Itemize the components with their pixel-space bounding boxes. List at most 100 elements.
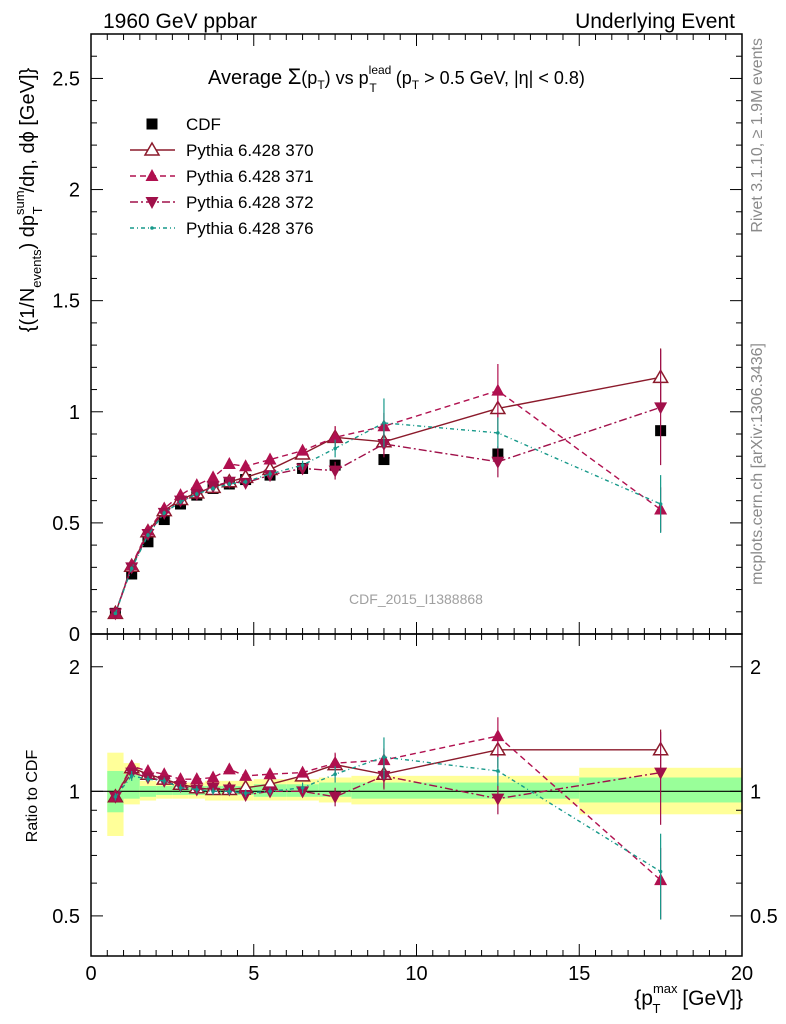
ratio-y-tick-labels: 0.5 0.5 1 1 2 2 (52, 657, 778, 928)
data-point (146, 777, 150, 781)
data-point (491, 383, 505, 396)
data-point (190, 478, 204, 491)
data-point (328, 756, 342, 769)
mcplots-label: mcplots.cern.ch [arXiv:1306.3436] (749, 343, 766, 585)
data-point (178, 785, 183, 790)
legend-marker (145, 197, 159, 209)
ratio-y-tick-label: 1 (69, 781, 80, 803)
x-tick-label: 10 (405, 963, 427, 985)
series-pythia-6-428-376 (113, 398, 663, 616)
x-tick-labels: 0 5 10 15 20 (85, 963, 753, 985)
data-point (211, 789, 215, 794)
data-point (146, 533, 150, 537)
data-point (194, 787, 199, 792)
data-point (227, 482, 232, 486)
main-y-tick-label: 2.5 (52, 68, 80, 90)
main-y-tick-label: 1 (69, 402, 80, 424)
main-y-tick-label: 0 (69, 624, 80, 646)
data-point (162, 511, 167, 515)
main-y-tick-label: 1.5 (52, 291, 80, 313)
data-point (162, 779, 167, 783)
legend-label: CDF (186, 115, 221, 134)
legend-marker (150, 226, 154, 230)
data-point (491, 793, 505, 806)
x-tick-label: 15 (568, 963, 590, 985)
data-point (239, 459, 253, 472)
ratio-y-tick-label-right: 1 (750, 781, 761, 803)
series-pythia-6-428-370 (107, 348, 669, 620)
legend-item: Pythia 6.428 372 (130, 193, 314, 212)
series-line (114, 406, 661, 614)
series-pythia-6-428-376 (113, 737, 663, 920)
data-point (658, 502, 663, 506)
data-point (491, 456, 505, 469)
x-axis-label: {pmax T [GeV]} (634, 981, 743, 1016)
main-series (107, 348, 669, 621)
rivet-label: Rivet 3.1.10, ≥ 1.9M events (749, 38, 766, 233)
data-point (296, 443, 310, 456)
main-y-tick-label: 2 (69, 180, 80, 202)
data-point (333, 772, 337, 777)
data-point (328, 791, 342, 804)
data-point (296, 765, 310, 778)
x-tick-label: 20 (731, 963, 753, 985)
legend-label: Pythia 6.428 370 (186, 141, 314, 160)
plot-frames (90, 33, 743, 957)
analysis-watermark: CDF_2015_I1388868 (349, 591, 483, 607)
header-right: Underlying Event (575, 10, 735, 33)
x-tick-label: 5 (248, 963, 259, 985)
plot-title: Average Σ(pT) vs plead T (pT > 0.5 GeV, |… (208, 63, 585, 95)
legend: CDF Pythia 6.428 370 Pythia 6.428 371 Pythi… (130, 115, 314, 238)
data-point (222, 762, 236, 775)
main-y-axis-label: {(1/Nevents) dpsum T/dη, dϕ [GeV]} (12, 67, 45, 332)
series-line (114, 735, 662, 881)
data-point (268, 789, 272, 794)
data-point (129, 774, 134, 778)
data-point (178, 499, 183, 504)
data-point (222, 457, 236, 469)
data-point (328, 465, 342, 478)
data-point (227, 789, 232, 794)
data-point (263, 767, 277, 780)
legend-marker (146, 118, 158, 130)
green-band-bin (351, 782, 417, 799)
series-line (114, 389, 662, 614)
legend-label: Pythia 6.428 372 (186, 193, 314, 212)
data-point (206, 770, 220, 783)
ratio-y-tick-label-right: 0.5 (750, 906, 778, 928)
data-point (658, 869, 663, 874)
main-y-tick-label: 0.5 (52, 513, 80, 535)
legend-label: Pythia 6.428 371 (186, 167, 314, 186)
legend-item: Pythia 6.428 371 (130, 167, 314, 186)
header-left: 1960 GeV ppbar (103, 10, 257, 33)
legend-marker (143, 141, 161, 156)
data-point (268, 472, 272, 476)
data-point (206, 470, 220, 483)
data-point (113, 795, 118, 799)
data-point (142, 536, 154, 548)
green-band-bin (156, 786, 173, 795)
series-pythia-6-428-371 (108, 717, 668, 920)
ratio-y-axis-label: Ratio to CDF (24, 750, 41, 843)
legend-label: Pythia 6.428 376 (186, 219, 314, 238)
data-point (496, 431, 500, 435)
green-band-bin (123, 774, 140, 799)
ratio-y-tick-label-right: 2 (750, 657, 761, 679)
data-point (263, 452, 277, 465)
legend-item: Pythia 6.428 376 (130, 219, 314, 238)
data-point (239, 768, 253, 781)
data-point (378, 454, 390, 466)
data-point (113, 611, 118, 616)
series-line (114, 422, 661, 614)
data-point (382, 755, 386, 759)
data-point (194, 492, 199, 496)
data-point (243, 791, 248, 795)
ratio-series (107, 717, 669, 920)
data-point (382, 421, 386, 425)
series-pythia-6-428-372 (108, 349, 668, 621)
ratio-uncertainty-bands (91, 752, 742, 836)
data-point (491, 729, 505, 742)
ratio-y-tick-label: 0.5 (52, 906, 80, 928)
ratio-y-tick-label: 2 (69, 657, 80, 679)
